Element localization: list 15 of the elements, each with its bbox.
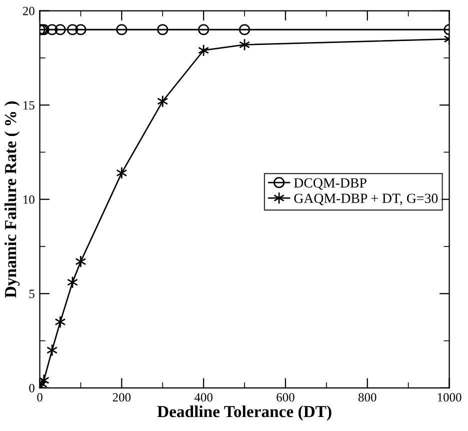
- y-tick-label: 15: [24, 101, 34, 110]
- x-tick-label: 800: [358, 393, 376, 402]
- y-tick-label: 20: [22, 6, 34, 16]
- x-tick-label: 400: [194, 393, 212, 402]
- x-tick-label: 0: [37, 393, 42, 402]
- y-tick-label: 0: [29, 384, 34, 392]
- x-tick-label: 1000: [438, 393, 462, 402]
- x-tick-label: 600: [276, 393, 294, 402]
- y-axis-title: Dynamic Failure Rate ( % ): [4, 101, 20, 298]
- x-axis-title: Deadline Tolerance (DT): [157, 405, 332, 421]
- x-tick-label: 200: [112, 393, 131, 402]
- legend-label: DCQM-DBP: [294, 178, 366, 190]
- y-tick-label: 5: [29, 290, 34, 298]
- y-tick-label: 10: [24, 195, 34, 204]
- legend-label: GAQM-DBP + DT, G=30: [294, 194, 438, 206]
